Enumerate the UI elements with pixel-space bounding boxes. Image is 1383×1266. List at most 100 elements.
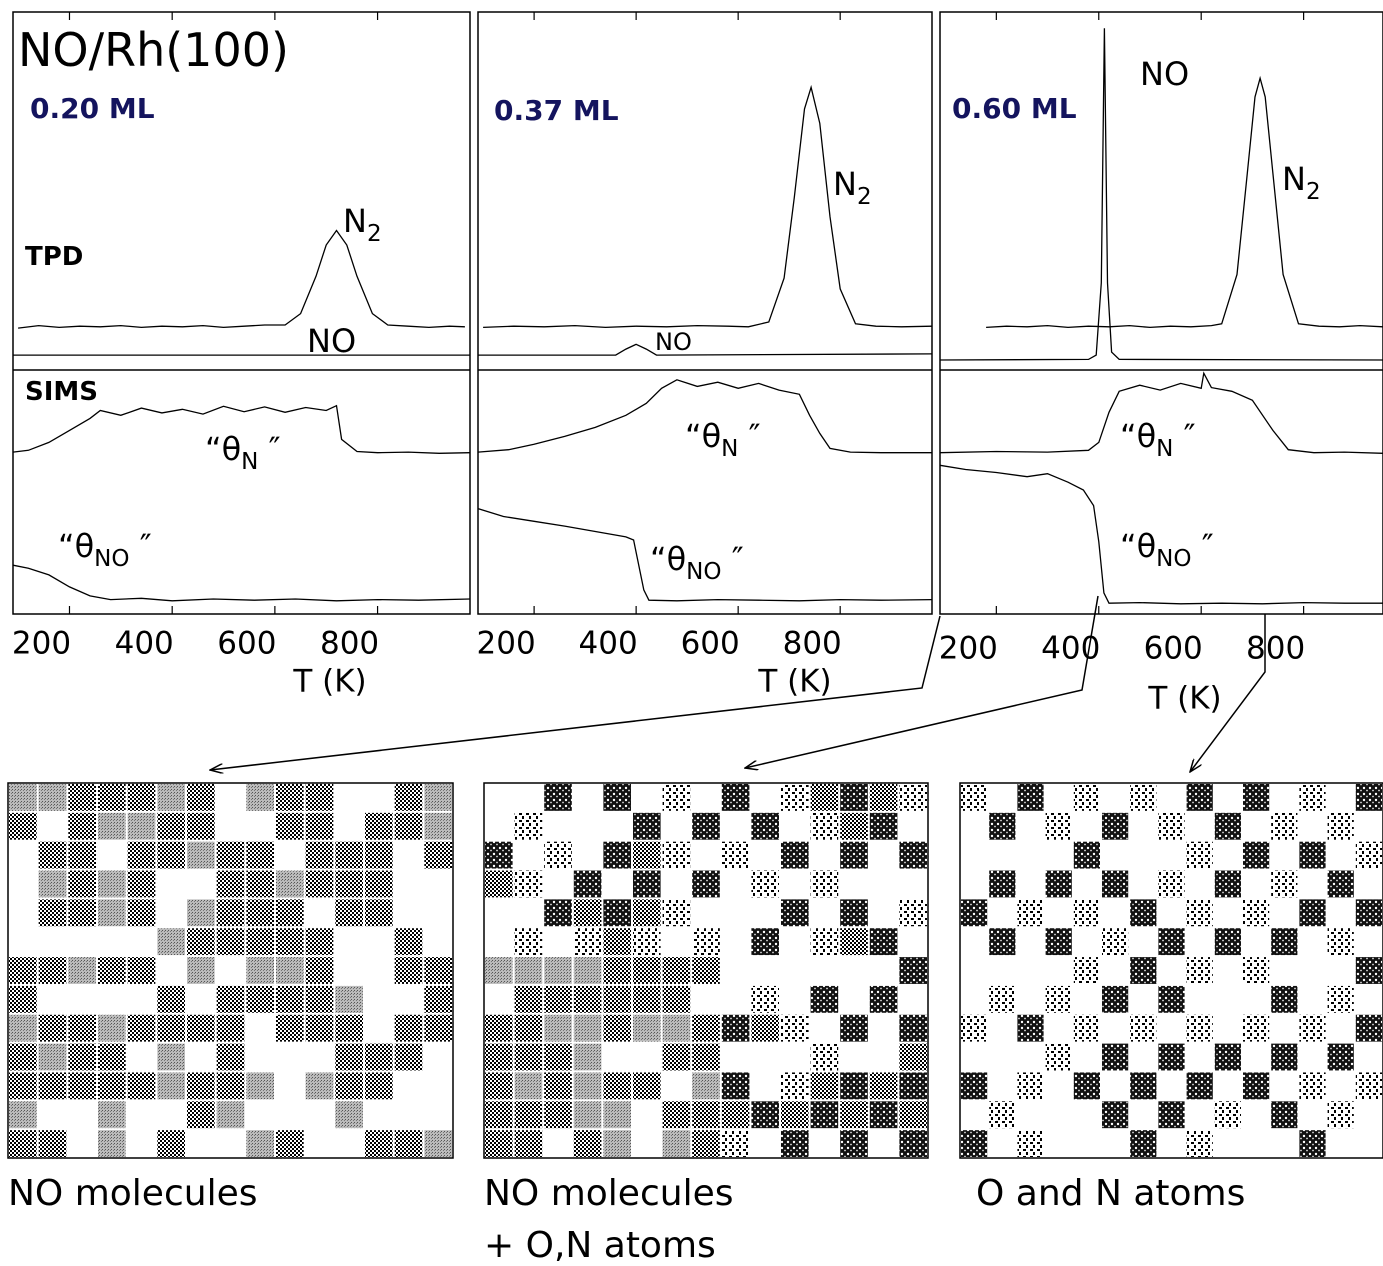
lattice-cell (276, 870, 304, 898)
lattice-cell (394, 928, 423, 956)
lattice-cell (187, 1072, 215, 1100)
annotation-text: NO (307, 322, 356, 360)
annotation: “θNO ″ (58, 527, 152, 572)
annotation: NO (655, 328, 692, 356)
lattice-cell (544, 1014, 572, 1042)
lattice-cell (38, 841, 67, 869)
lattice-cell (38, 1072, 67, 1100)
lattice-cell (810, 812, 839, 840)
lattice-cell (1186, 1014, 1213, 1042)
lattice-cell (961, 784, 988, 811)
lattice-cell (187, 928, 215, 956)
lattice-cell (157, 812, 185, 840)
lattice-cell (246, 985, 274, 1013)
lattice-cell (424, 985, 452, 1013)
lattice-cell (751, 812, 779, 840)
lattice-cell (544, 841, 572, 869)
lattice-cell (216, 985, 245, 1013)
lattice-cell (544, 985, 572, 1013)
arrow (1190, 614, 1266, 772)
lattice-cell (810, 928, 839, 956)
lattice-cell (1186, 899, 1213, 927)
lattice-cell (1299, 784, 1326, 811)
lattice-cell (721, 784, 750, 811)
x-tick-label: 800 (320, 626, 379, 662)
lattice-cell (633, 870, 661, 898)
lattice-cell (781, 899, 809, 927)
lattice-cell (1073, 1072, 1100, 1100)
lattice-cell (1327, 1101, 1354, 1129)
lattice-cell (603, 1101, 631, 1129)
lattice-cell (1186, 1072, 1213, 1100)
lattice-cell (68, 1043, 96, 1071)
lattice-cell (1017, 784, 1044, 811)
lattice-cell (365, 841, 393, 869)
lattice-cell (603, 841, 631, 869)
lattice-cell (187, 841, 215, 869)
x-axis-label: T (K) (757, 664, 831, 700)
lattice-cell (1327, 928, 1354, 956)
lattice-cell (38, 870, 67, 898)
lattice-cell (98, 1101, 126, 1129)
panel-frame (477, 11, 933, 615)
lattice-cell (68, 784, 96, 811)
lattice-cell (187, 1014, 215, 1042)
annotation-text: N (343, 202, 367, 240)
lattice-cell (633, 928, 661, 956)
lattice-cell (514, 1072, 543, 1100)
lattice-cell (1102, 1101, 1129, 1129)
annotation: “θN ″ (1120, 417, 1196, 462)
lattice-cell (1102, 812, 1129, 840)
lattice-cell (692, 957, 720, 984)
lattice-cell (781, 784, 809, 811)
lattice-cell (276, 784, 304, 811)
lattice-cell (335, 841, 363, 869)
annotation-text: ″ (130, 527, 152, 565)
lattice-cell (98, 899, 126, 927)
lattice-cell (544, 1072, 572, 1100)
x-tick-label: 800 (1246, 631, 1305, 667)
lattice-cell (899, 1101, 927, 1129)
lattice-cell (573, 1101, 602, 1129)
lattice-cell (157, 1072, 185, 1100)
lattice-cell (1102, 985, 1129, 1013)
lattice-cell (246, 1130, 274, 1157)
lattice-cell (1271, 928, 1298, 956)
annotation: NO (1140, 55, 1189, 93)
lattice-cell (1355, 1072, 1382, 1100)
lattice-cell (127, 784, 156, 811)
section-label: TPD (25, 242, 83, 272)
lattice-cell (1045, 985, 1072, 1013)
lattice-cell (1243, 957, 1270, 984)
lattice-cell (246, 841, 274, 869)
lattice-cell (485, 841, 513, 869)
lattice-cell (662, 1043, 691, 1071)
annotation-text: ″ (1173, 417, 1195, 455)
lattice-cell (246, 957, 274, 984)
lattice-cell (127, 812, 156, 840)
lattice-cell (68, 841, 96, 869)
lattice-cell (216, 1101, 245, 1129)
lattice-cell (514, 957, 543, 984)
lattice-cell (335, 1072, 363, 1100)
lattice-cell (424, 784, 452, 811)
lattice-cell (216, 841, 245, 869)
lattice-cell (127, 957, 156, 984)
trace (12, 564, 471, 602)
lattice-cell (1271, 1101, 1298, 1129)
annotation-text: ″ (722, 540, 744, 578)
annotation-text: “θ (1120, 527, 1156, 565)
lattice-cell (216, 899, 245, 927)
lattice-cell (365, 1130, 393, 1157)
lattice-cell (899, 899, 927, 927)
annotation: NO (307, 322, 356, 360)
lattice-cell (216, 870, 245, 898)
lattice-cell (603, 928, 631, 956)
x-tick-label: 400 (115, 626, 174, 662)
lattice-cell (1102, 1043, 1129, 1071)
lattice-cell (514, 812, 543, 840)
lattice-cell (1158, 1043, 1185, 1071)
lattice-cell (692, 1043, 720, 1071)
lattice-cell (961, 1130, 988, 1157)
annotation-subscript: 2 (367, 221, 382, 247)
